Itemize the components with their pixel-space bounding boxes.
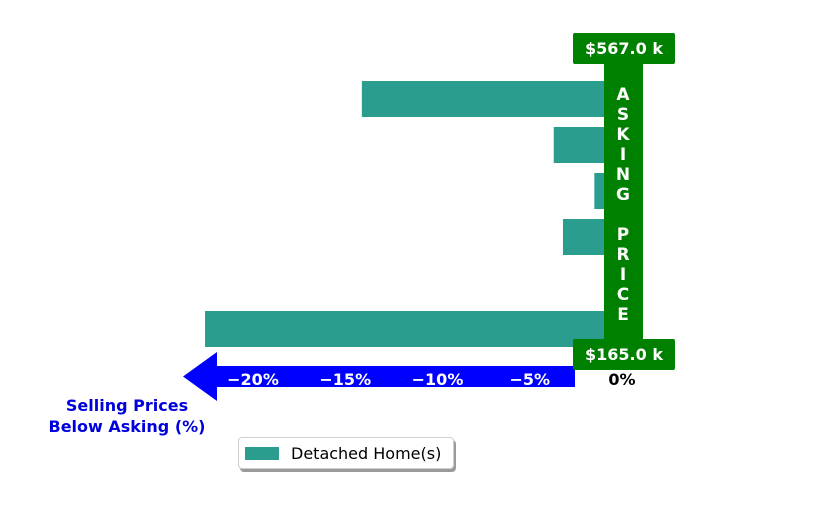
direction-arrow	[183, 352, 575, 401]
x-tick-label: −15%	[319, 370, 371, 389]
bottom-price-box	[573, 339, 675, 370]
bars-layer	[205, 81, 626, 347]
top-price-box	[573, 33, 675, 64]
asking-price-bar	[604, 62, 643, 342]
bar	[361, 81, 622, 117]
bar	[205, 311, 622, 347]
bottom-price-label: $165.0 k	[585, 345, 663, 364]
legend: Detached Home(s)	[238, 437, 454, 469]
x-tick-label: 0%	[608, 370, 635, 389]
asking-price-letter: K	[616, 125, 630, 145]
x-tick-labels: −20% −15% −10% −5% 0%	[227, 370, 635, 389]
x-axis-label: Selling Prices Below Asking (%)	[49, 396, 206, 436]
asking-price-letter: E	[617, 305, 629, 325]
asking-price-letter: G	[616, 185, 630, 205]
asking-price-letter: A	[616, 85, 630, 105]
x-axis-label-line: Selling Prices	[66, 396, 188, 415]
legend-label: Detached Home(s)	[291, 443, 442, 463]
asking-price-letter: N	[616, 165, 630, 185]
asking-price-letter: R	[616, 245, 629, 265]
x-tick-label: −10%	[412, 370, 464, 389]
asking-price-letter: I	[620, 145, 626, 165]
legend-swatch	[245, 446, 279, 460]
asking-price-letter: S	[617, 105, 629, 125]
asking-price-letter: I	[620, 265, 626, 285]
asking-price-letter: C	[617, 285, 629, 305]
x-tick-label: −5%	[509, 370, 550, 389]
top-price-label: $567.0 k	[585, 39, 663, 58]
x-tick-label: −20%	[227, 370, 279, 389]
asking-price-letter: P	[617, 225, 629, 245]
x-axis-label-line: Below Asking (%)	[49, 417, 206, 436]
